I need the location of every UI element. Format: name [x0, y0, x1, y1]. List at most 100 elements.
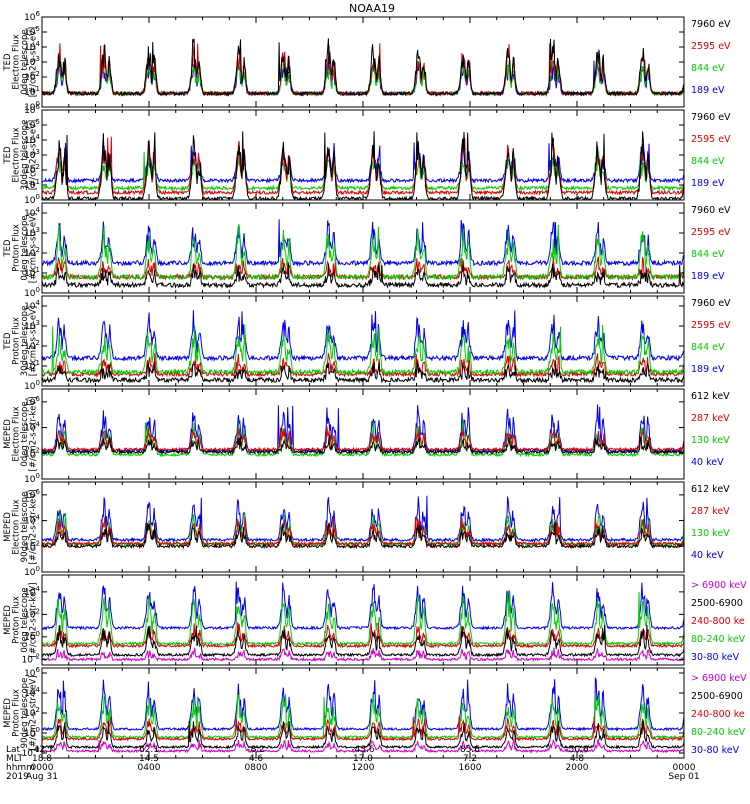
y-tick-exponent: 4	[36, 206, 41, 214]
y-tick-exponent: 6	[36, 395, 41, 403]
legend-entry: > 6900 keV	[691, 580, 747, 591]
y-tick-exponent: 5	[36, 118, 40, 126]
y-axis-label: [#/cm2-s-str-keV]	[29, 490, 39, 565]
y-tick-exponent: 1	[36, 178, 40, 186]
y-tick-exponent: 1	[36, 85, 40, 93]
x-axis-value: -50.6	[565, 745, 589, 755]
x-axis-value: 0000	[31, 763, 54, 773]
series-line	[42, 676, 684, 732]
series-line	[42, 255, 684, 282]
y-axis-label: 90deg telescope	[20, 492, 30, 563]
legend-entry: 287 keV	[691, 506, 730, 517]
legend-entry: 7960 eV	[691, 205, 731, 216]
y-axis-label: [#/cm2-s-str-eV]	[29, 27, 39, 97]
x-axis-value: 4.6	[249, 754, 264, 764]
series-line	[42, 310, 684, 363]
y-tick-exponent: 4	[36, 686, 41, 694]
y-axis-label: [#/cm2-s-str-eV]	[29, 120, 39, 190]
series-line	[42, 495, 684, 543]
y-axis-label: 30deg telescope	[20, 306, 30, 377]
x-axis-value: 1200	[352, 763, 375, 773]
series-line	[42, 404, 684, 454]
x-axis-value: 14.5	[139, 754, 159, 764]
y-axis-label: MEPED	[3, 698, 13, 728]
legend-entry: 130 keV	[691, 528, 730, 539]
y-axis-label: Proton Flux	[12, 689, 22, 737]
x-axis-value: Sep 01	[668, 772, 699, 782]
legend-entry: > 6900 keV	[691, 673, 747, 684]
y-tick-exponent: 0	[36, 472, 40, 480]
x-axis-row-label: hhmm	[6, 763, 35, 773]
y-tick-exponent: 6	[36, 488, 41, 496]
series-line	[42, 436, 684, 456]
x-axis-value: 0000	[673, 763, 696, 773]
y-tick-exponent: 4	[36, 421, 41, 429]
x-axis-value: -42.7	[30, 745, 53, 755]
y-tick-label: 100	[24, 379, 40, 392]
series-line	[42, 591, 684, 647]
y-axis-label: Proton Flux	[12, 317, 22, 365]
series-line	[42, 581, 684, 631]
series-line	[42, 324, 684, 376]
x-axis-value: 7.2	[463, 754, 477, 764]
x-axis-row-label: 2019	[6, 772, 29, 782]
y-tick-exponent: 2	[36, 70, 40, 78]
y-tick-exponent: 4	[36, 40, 41, 48]
legend-entry: 189 eV	[691, 271, 725, 282]
panel-plot-area	[42, 219, 684, 289]
y-axis-label: Electron Flux	[12, 406, 22, 461]
y-tick-exponent: 4	[36, 585, 41, 593]
y-tick-exponent: 1	[36, 266, 40, 274]
y-tick-exponent: 4	[36, 299, 41, 307]
legend-entry: 612 keV	[691, 484, 730, 495]
legend-entry: 30-80 keV	[691, 652, 740, 663]
x-axis-row-label: MLT	[6, 754, 24, 764]
y-axis-label: 0deg telescope	[20, 587, 30, 652]
x-axis-value: 17.0	[353, 754, 373, 764]
panel-plot-area	[42, 404, 684, 458]
y-tick-exponent: 3	[36, 148, 40, 156]
y-tick-exponent: 2	[36, 246, 40, 254]
legend-entry: 130 keV	[691, 435, 730, 446]
legend-entry: 7960 eV	[691, 112, 731, 123]
y-axis-label: Electron Flux	[12, 499, 22, 554]
chart-title: NOAA19	[349, 2, 395, 15]
y-axis-label: Proton Flux	[12, 596, 22, 644]
y-tick-exponent: 5	[36, 25, 40, 33]
x-axis-value: 85.6	[460, 745, 480, 755]
panel-plot-area	[42, 581, 684, 663]
legend-entry: 189 eV	[691, 178, 725, 189]
y-axis-label: MEPED	[3, 512, 13, 542]
y-tick-exponent: 6	[36, 10, 41, 18]
y-axis-label: 0deg telescope	[20, 215, 30, 280]
series-line	[42, 716, 684, 742]
y-tick-exponent: 0	[36, 286, 40, 294]
y-tick-exponent: 0	[36, 726, 40, 734]
panel-plot-area	[42, 676, 684, 754]
y-tick-exponent: 1	[36, 359, 40, 367]
series-line	[42, 43, 684, 98]
x-axis-row-label: Lat	[6, 745, 21, 755]
x-axis-value: 4.8	[570, 754, 585, 764]
y-tick-exponent: 3	[36, 226, 40, 234]
legend-entry: 40 keV	[691, 457, 724, 468]
y-tick-exponent: 0	[36, 379, 40, 387]
y-axis-label: TED	[3, 239, 13, 258]
legend-entry: 7960 eV	[691, 298, 731, 309]
legend-entry: 240-800 ke	[691, 616, 745, 627]
x-axis-value: Aug 31	[26, 772, 58, 782]
y-tick-exponent: 0	[36, 630, 40, 638]
y-axis-label: [#/cm2-s-str-eV]	[29, 306, 39, 376]
series-line	[42, 521, 684, 550]
series-line	[42, 516, 684, 547]
panel-frame	[41, 481, 685, 573]
panel-frame	[41, 574, 685, 666]
panel-plot-area	[42, 310, 684, 385]
series-line	[42, 38, 684, 97]
series-line	[42, 224, 684, 281]
